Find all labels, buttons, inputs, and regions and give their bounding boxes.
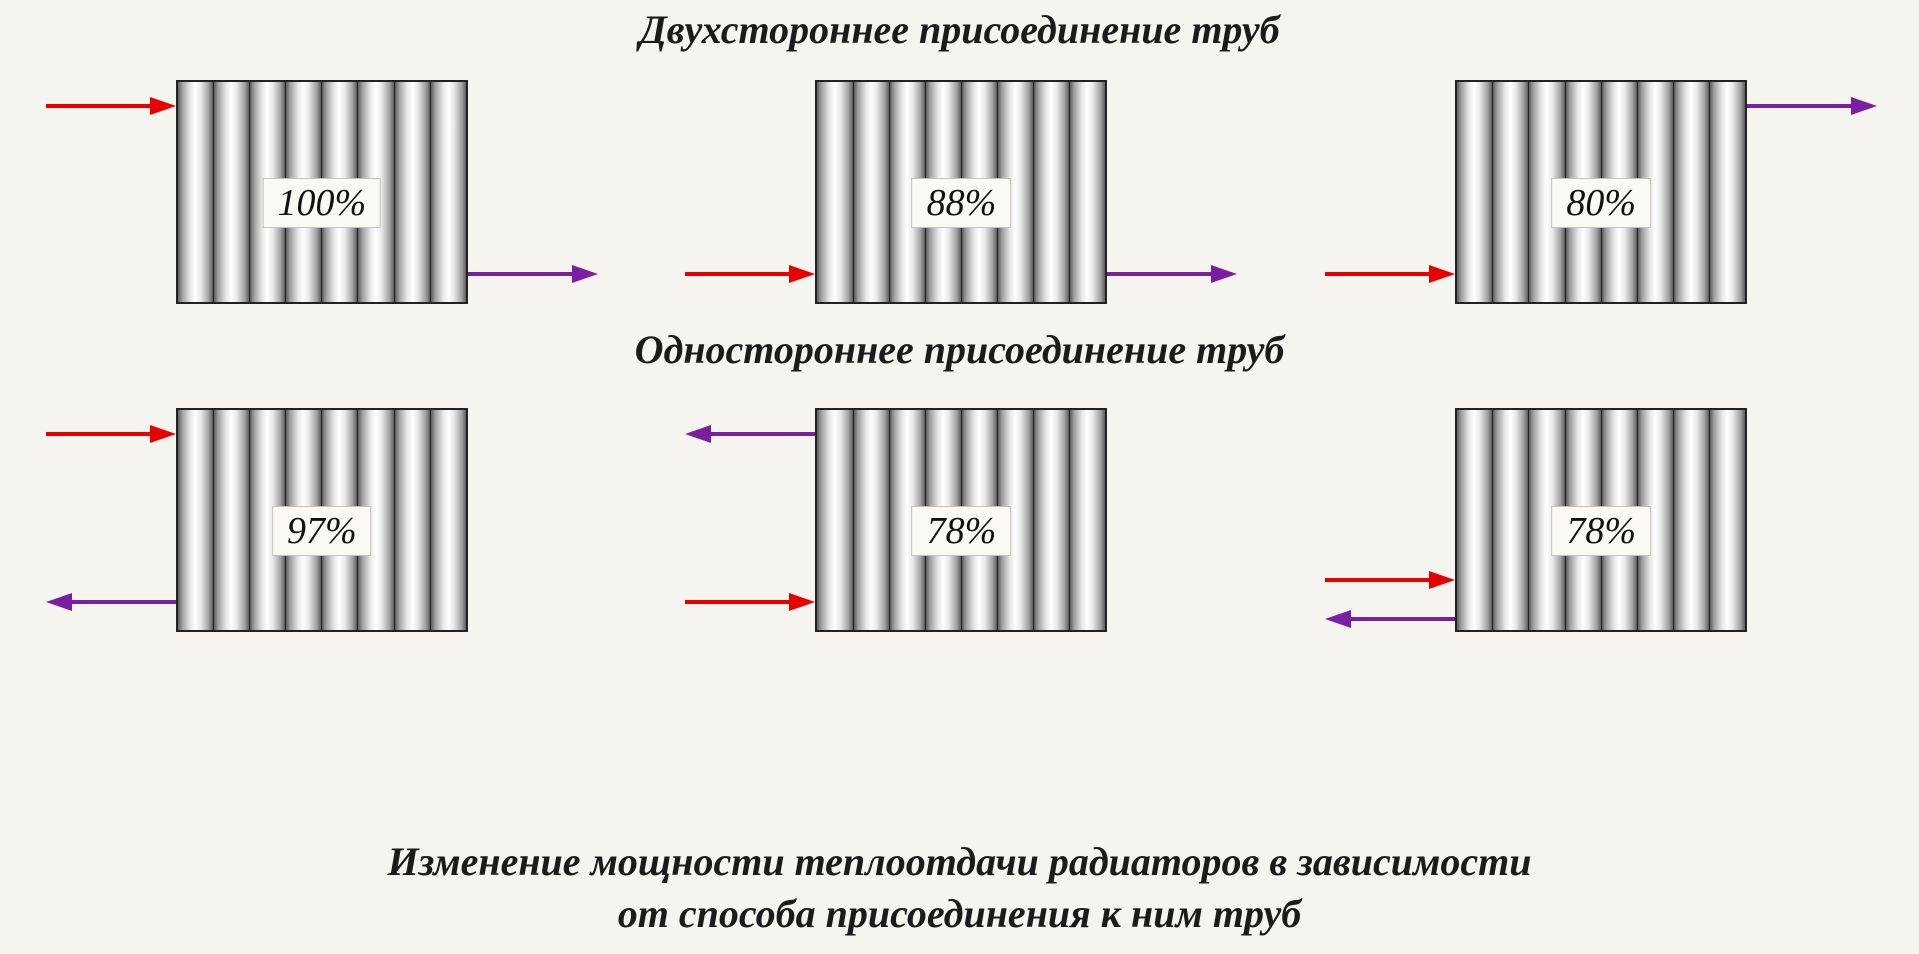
radiator-row-0: 100% 88% 80% <box>0 60 1919 320</box>
radiator-fin <box>1033 82 1069 302</box>
radiator-unit: 97% <box>46 408 594 628</box>
radiator-fin <box>1673 410 1709 630</box>
radiator-fin <box>1709 82 1745 302</box>
efficiency-label: 88% <box>912 178 1012 228</box>
radiator-icon: 100% <box>176 80 468 304</box>
radiator-fin <box>213 410 249 630</box>
radiator-fin <box>1033 410 1069 630</box>
efficiency-label: 100% <box>263 178 382 228</box>
caption-line1: Изменение мощности теплоотдачи радиаторо… <box>387 839 1531 884</box>
inlet-arrow-icon <box>685 265 815 283</box>
radiator-fin <box>817 82 852 302</box>
radiator-icon: 88% <box>815 80 1107 304</box>
radiator-unit: 78% <box>685 408 1233 628</box>
radiator-fin <box>430 410 466 630</box>
radiator-icon: 80% <box>1455 80 1747 304</box>
section-title-one-sided: Одностороннее присоединение труб <box>0 326 1919 373</box>
inlet-arrow-icon <box>685 593 815 611</box>
inlet-arrow-icon <box>1325 265 1455 283</box>
efficiency-label: 80% <box>1551 178 1651 228</box>
radiator-unit: 80% <box>1325 80 1873 300</box>
inlet-arrow-icon <box>1325 571 1455 589</box>
efficiency-label: 78% <box>1551 506 1651 556</box>
radiator-icon: 78% <box>815 408 1107 632</box>
radiator-unit: 78% <box>1325 408 1873 628</box>
radiator-fin <box>853 82 889 302</box>
section-title-two-sided: Двухстороннее присоединение труб <box>0 6 1919 53</box>
page-root: { "page": { "width": 1919, "height": 954… <box>0 0 1919 954</box>
efficiency-label: 78% <box>912 506 1012 556</box>
outlet-arrow-icon <box>1107 265 1237 283</box>
radiator-fin <box>1069 82 1105 302</box>
radiator-fin <box>853 410 889 630</box>
outlet-arrow-icon <box>46 593 176 611</box>
inlet-arrow-icon <box>46 425 176 443</box>
radiator-fin <box>1492 410 1528 630</box>
radiator-fin <box>178 82 213 302</box>
radiator-fin <box>394 82 430 302</box>
radiator-fin <box>1492 82 1528 302</box>
radiator-fin <box>1069 410 1105 630</box>
radiator-unit: 100% <box>46 80 594 300</box>
radiator-unit: 88% <box>685 80 1233 300</box>
radiator-fin <box>817 410 852 630</box>
radiator-fin <box>178 410 213 630</box>
radiator-icon: 78% <box>1455 408 1747 632</box>
radiator-fin <box>1709 410 1745 630</box>
caption: Изменение мощности теплоотдачи радиаторо… <box>0 836 1919 940</box>
efficiency-label: 97% <box>272 506 372 556</box>
radiator-row-1: 97% 78% 78% <box>0 388 1919 648</box>
outlet-arrow-icon <box>685 425 815 443</box>
outlet-arrow-icon <box>1325 610 1455 628</box>
radiator-fin <box>1457 82 1492 302</box>
radiator-fin <box>430 82 466 302</box>
radiator-fin <box>394 410 430 630</box>
radiator-fin <box>213 82 249 302</box>
inlet-arrow-icon <box>46 97 176 115</box>
radiator-fin <box>1673 82 1709 302</box>
outlet-arrow-icon <box>1747 97 1877 115</box>
radiator-fin <box>1457 410 1492 630</box>
caption-line2: от способа присоединения к ним труб <box>618 891 1301 936</box>
radiator-icon: 97% <box>176 408 468 632</box>
outlet-arrow-icon <box>468 265 598 283</box>
